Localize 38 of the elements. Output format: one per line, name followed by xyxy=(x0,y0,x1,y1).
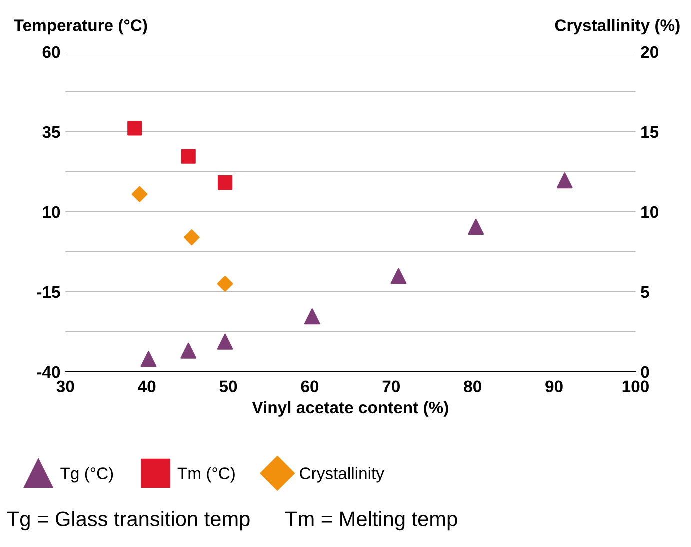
x-tick-label: 90 xyxy=(546,380,563,393)
point xyxy=(140,351,157,368)
y2-axis-title: Crystallinity (%) xyxy=(555,19,680,35)
y2-tick-label: 5 xyxy=(641,286,650,298)
point xyxy=(132,186,148,202)
x-tick-label: 100 xyxy=(622,380,649,393)
y2-tick-label: 10 xyxy=(642,206,658,218)
x-axis-title: Vinyl acetate content (%) xyxy=(252,401,448,417)
point xyxy=(217,334,234,350)
point xyxy=(217,276,234,292)
x-tick-label: 80 xyxy=(464,380,482,393)
x-tick-label: 50 xyxy=(220,380,238,393)
y-tick-label: 60 xyxy=(42,46,60,58)
legend-label: Crystallinity xyxy=(300,467,384,483)
y-tick-label: 10 xyxy=(43,206,60,218)
point xyxy=(468,219,484,235)
y2-tick-label: 0 xyxy=(641,366,650,378)
point xyxy=(128,121,142,136)
y2-tick-label: 20 xyxy=(641,46,658,58)
y2-tick-label: 15 xyxy=(642,126,659,138)
x-tick-label: 30 xyxy=(56,380,74,393)
point xyxy=(180,342,197,359)
y-tick-label: -40 xyxy=(37,366,60,378)
point xyxy=(556,172,573,189)
point xyxy=(184,230,200,246)
x-tick-label: 60 xyxy=(301,380,319,393)
point xyxy=(218,176,233,190)
y-axis-title: Temperature (°C) xyxy=(14,19,148,35)
point xyxy=(390,268,407,284)
x-tick-label: 70 xyxy=(382,380,400,393)
x-tick-label: 40 xyxy=(138,380,156,393)
legend-label: Tm (°C) xyxy=(178,467,235,483)
point xyxy=(181,149,196,164)
legend-label: Tg (°C) xyxy=(60,467,114,483)
point xyxy=(304,308,320,325)
y-tick-label: -15 xyxy=(37,286,60,298)
text: Tg = Glass transition temp Tm = Melting temp xyxy=(7,511,458,531)
y-tick-label: 35 xyxy=(42,126,60,138)
